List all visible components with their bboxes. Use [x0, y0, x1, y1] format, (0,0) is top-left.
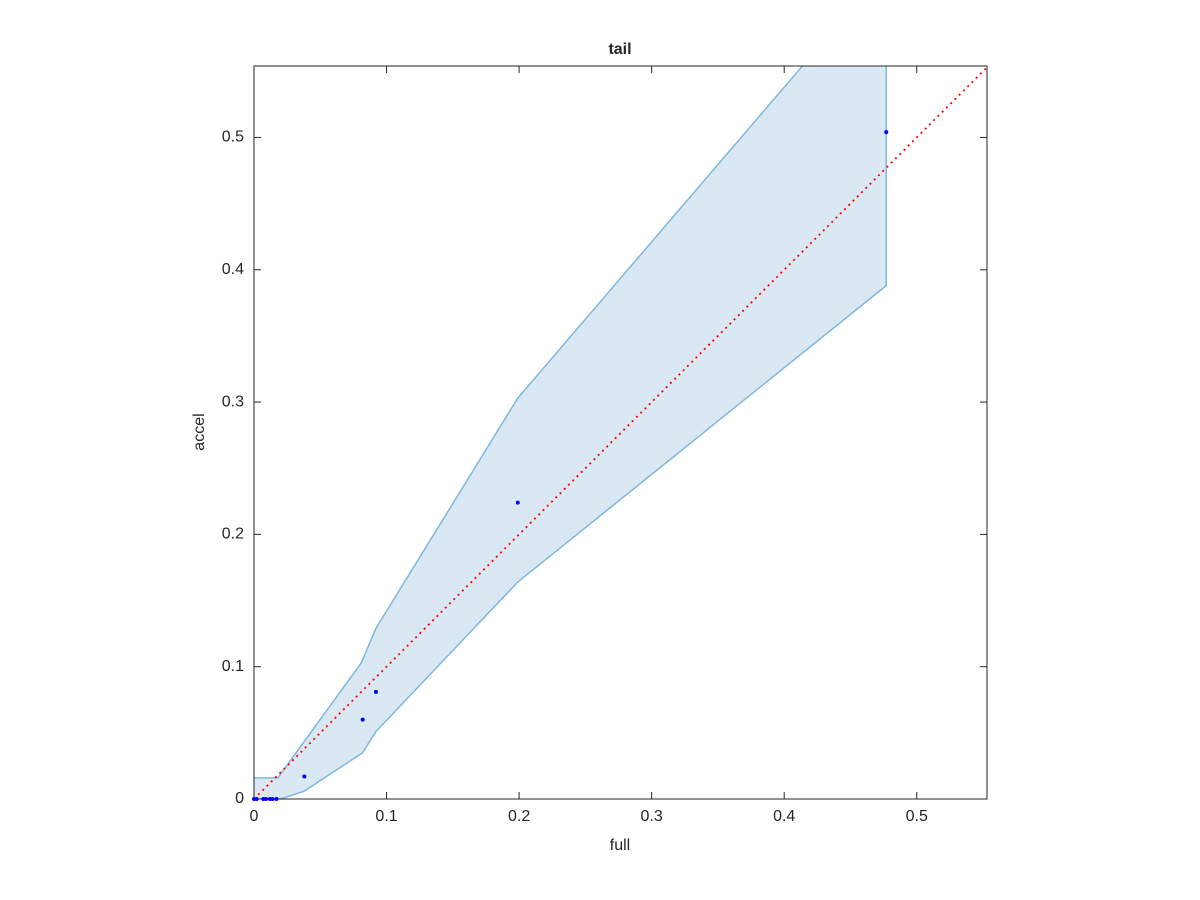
x-axis-label: full: [610, 837, 630, 854]
data-point: [274, 797, 279, 801]
x-tick-label: 0.3: [641, 808, 663, 825]
y-tick-label: 0.2: [222, 526, 244, 543]
y-axis-label: accel: [191, 413, 208, 450]
axes-box: [253, 65, 988, 800]
data-point: [515, 500, 520, 505]
y-tick-label: 0.5: [222, 129, 244, 146]
x-tick-label: 0.5: [906, 808, 928, 825]
x-tick-label: 0: [250, 808, 259, 825]
plot-area: [254, 66, 987, 799]
reference-line: [254, 66, 987, 799]
data-point: [373, 689, 378, 694]
y-tick-label: 0.4: [222, 261, 244, 278]
y-tick-label: 0.3: [222, 393, 244, 410]
y-tick-label: 0.1: [222, 658, 244, 675]
band-upper: [254, 66, 804, 779]
data-point: [254, 797, 259, 801]
data-point: [302, 774, 307, 779]
data-point: [270, 797, 275, 801]
band-fill: [254, 66, 887, 799]
x-tick-label: 0.2: [508, 808, 530, 825]
data-point: [263, 797, 268, 801]
x-tick-label: 0.4: [773, 808, 795, 825]
x-tick-label: 0.1: [375, 808, 397, 825]
data-point: [360, 717, 365, 722]
chart-title: tail: [608, 41, 631, 58]
band-lower: [254, 66, 888, 799]
y-tick-label: 0: [235, 790, 244, 807]
data-point: [884, 130, 889, 135]
